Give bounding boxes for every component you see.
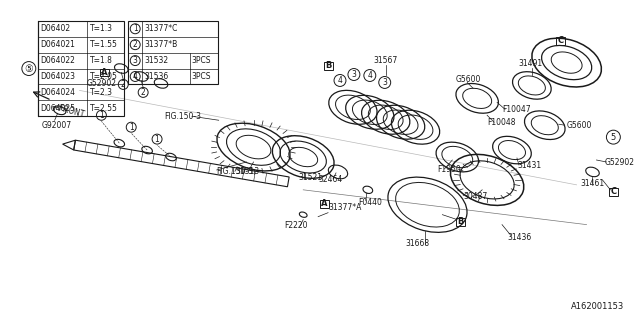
Text: 31461: 31461 — [580, 179, 605, 188]
Text: 1: 1 — [99, 111, 104, 120]
Text: C: C — [557, 36, 564, 45]
Text: 31536: 31536 — [144, 72, 168, 81]
Text: C: C — [611, 187, 616, 196]
Text: D064021: D064021 — [40, 40, 75, 49]
Text: D064024: D064024 — [40, 88, 75, 97]
Text: 31532: 31532 — [144, 56, 168, 65]
Text: 31377*C: 31377*C — [144, 24, 177, 33]
Text: F0440: F0440 — [358, 198, 381, 207]
Text: FIG.150-3: FIG.150-3 — [217, 167, 253, 176]
Bar — [324, 61, 333, 69]
Text: D06402: D06402 — [40, 24, 70, 33]
Text: A: A — [321, 199, 327, 208]
Text: ⑤: ⑤ — [24, 64, 33, 74]
Text: 1: 1 — [155, 135, 159, 144]
Text: F10048: F10048 — [487, 118, 516, 127]
Text: T=2.3: T=2.3 — [90, 88, 113, 97]
Text: G5600: G5600 — [566, 121, 592, 130]
Text: 31668: 31668 — [406, 239, 429, 249]
Text: ←FRONT: ←FRONT — [52, 102, 85, 119]
Text: D064022: D064022 — [40, 56, 75, 65]
Text: 3: 3 — [132, 56, 138, 65]
Text: 31377*B: 31377*B — [144, 40, 177, 49]
Text: FIG.150-3: FIG.150-3 — [164, 112, 201, 121]
Text: 31436: 31436 — [507, 233, 531, 242]
Text: 31491: 31491 — [519, 59, 543, 68]
Text: F1950: F1950 — [437, 165, 461, 174]
Bar — [100, 68, 109, 76]
Text: 3: 3 — [351, 70, 356, 79]
Text: G92007: G92007 — [42, 121, 72, 130]
Bar — [319, 200, 328, 208]
Text: T=2.05: T=2.05 — [90, 72, 117, 81]
Text: D064023: D064023 — [40, 72, 75, 81]
Text: 31521: 31521 — [298, 173, 322, 182]
Text: B: B — [325, 61, 332, 70]
Text: 4: 4 — [367, 71, 372, 80]
Text: B: B — [457, 217, 463, 226]
Text: 1: 1 — [133, 24, 138, 33]
Bar — [609, 188, 618, 196]
Text: T=1.8: T=1.8 — [90, 56, 113, 65]
Text: G52902: G52902 — [604, 158, 634, 167]
Text: 4: 4 — [132, 72, 138, 81]
Text: T=1.55: T=1.55 — [90, 40, 117, 49]
Text: 31513: 31513 — [236, 167, 260, 176]
Text: 31377*A: 31377*A — [328, 203, 362, 212]
Bar — [456, 218, 465, 226]
Text: 3PCS: 3PCS — [192, 72, 211, 81]
Text: T=1.3: T=1.3 — [90, 24, 113, 33]
Text: A162001153: A162001153 — [571, 302, 624, 311]
Text: 3PCS: 3PCS — [192, 56, 211, 65]
Text: 2: 2 — [121, 80, 125, 89]
Text: A: A — [101, 68, 108, 77]
Text: F10047: F10047 — [502, 105, 531, 114]
Text: 31567: 31567 — [374, 56, 398, 65]
Text: G52902: G52902 — [86, 79, 116, 88]
Text: 32464: 32464 — [318, 175, 342, 184]
Text: D064025: D064025 — [40, 104, 75, 113]
Text: 30487: 30487 — [463, 192, 488, 201]
Bar — [38, 21, 124, 116]
Text: 1: 1 — [129, 123, 134, 132]
Text: T=2.55: T=2.55 — [90, 104, 117, 113]
Text: 2: 2 — [133, 40, 138, 49]
Text: F2220: F2220 — [285, 220, 308, 230]
Text: 2: 2 — [141, 88, 145, 97]
Bar — [556, 37, 565, 45]
Text: 31431: 31431 — [517, 161, 541, 170]
Bar — [128, 21, 218, 84]
Text: G5600: G5600 — [455, 76, 481, 84]
Text: 4: 4 — [337, 76, 342, 85]
Text: 5: 5 — [611, 132, 616, 142]
Text: 3: 3 — [382, 78, 387, 87]
